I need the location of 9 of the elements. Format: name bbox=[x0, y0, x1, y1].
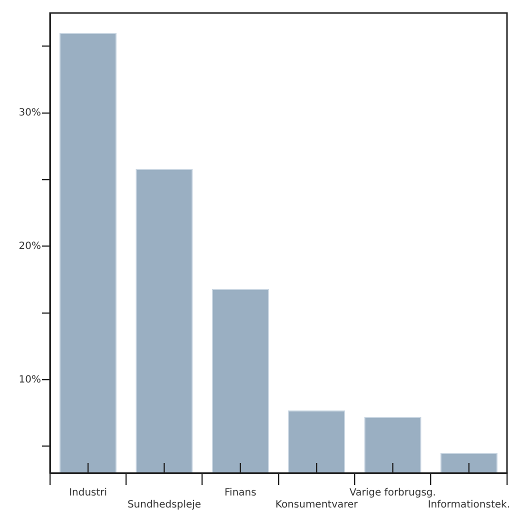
x-tick-label: Industri bbox=[69, 488, 108, 499]
x-tick-label: Informationstek. bbox=[428, 500, 510, 511]
y-tick-label: 10% bbox=[18, 374, 41, 386]
x-tick-label: Varige forbrugsg. bbox=[350, 488, 436, 499]
y-tick-label: 20% bbox=[18, 240, 41, 252]
x-tick-label: Sundhedspleje bbox=[127, 500, 202, 511]
x-tick-label: Konsumentvarer bbox=[275, 500, 359, 511]
x-tick-label: Finans bbox=[224, 488, 256, 499]
y-tick-label: 30% bbox=[18, 108, 41, 119]
